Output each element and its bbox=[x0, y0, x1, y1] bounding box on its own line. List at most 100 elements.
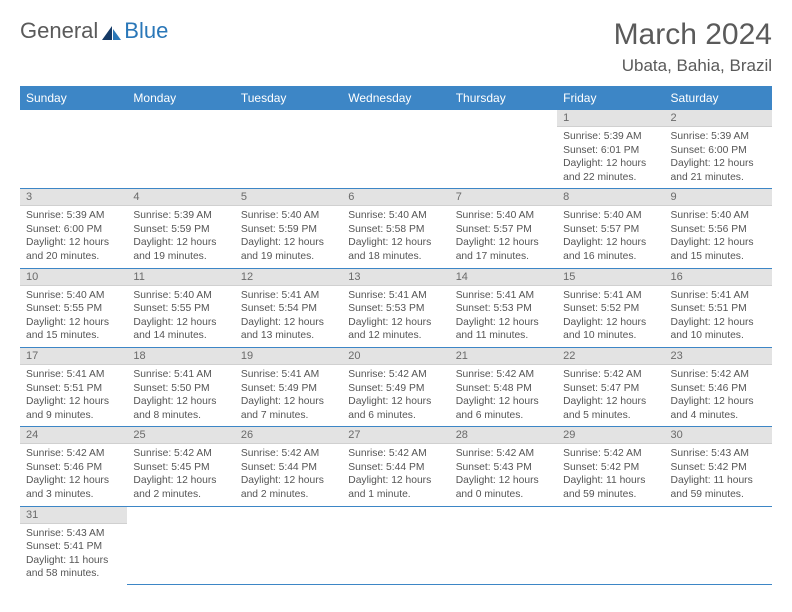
sunrise-line: Sunrise: 5:40 AM bbox=[26, 289, 121, 303]
day-number: 26 bbox=[235, 427, 342, 444]
daylight-line: and 15 minutes. bbox=[671, 250, 766, 264]
day-details: Sunrise: 5:42 AMSunset: 5:44 PMDaylight:… bbox=[235, 444, 342, 505]
daylight-line: Daylight: 12 hours bbox=[563, 236, 658, 250]
sunset-line: Sunset: 5:55 PM bbox=[26, 302, 121, 316]
day-header-row: Sunday Monday Tuesday Wednesday Thursday… bbox=[20, 86, 772, 110]
calendar-cell: 4Sunrise: 5:39 AMSunset: 5:59 PMDaylight… bbox=[127, 189, 234, 268]
sunrise-line: Sunrise: 5:39 AM bbox=[671, 130, 766, 144]
daylight-line: and 4 minutes. bbox=[671, 409, 766, 423]
daylight-line: Daylight: 12 hours bbox=[671, 395, 766, 409]
daylight-line: and 13 minutes. bbox=[241, 329, 336, 343]
sunset-line: Sunset: 6:00 PM bbox=[26, 223, 121, 237]
calendar-cell: 18Sunrise: 5:41 AMSunset: 5:50 PMDayligh… bbox=[127, 347, 234, 426]
daylight-line: and 16 minutes. bbox=[563, 250, 658, 264]
sunrise-line: Sunrise: 5:39 AM bbox=[26, 209, 121, 223]
calendar-cell bbox=[557, 506, 664, 585]
daylight-line: Daylight: 12 hours bbox=[671, 157, 766, 171]
day-number: 13 bbox=[342, 269, 449, 286]
daylight-line: and 59 minutes. bbox=[671, 488, 766, 502]
calendar-cell: 6Sunrise: 5:40 AMSunset: 5:58 PMDaylight… bbox=[342, 189, 449, 268]
sunset-line: Sunset: 5:44 PM bbox=[241, 461, 336, 475]
day-number: 12 bbox=[235, 269, 342, 286]
sunset-line: Sunset: 5:51 PM bbox=[671, 302, 766, 316]
day-number: 18 bbox=[127, 348, 234, 365]
calendar-cell: 11Sunrise: 5:40 AMSunset: 5:55 PMDayligh… bbox=[127, 268, 234, 347]
daylight-line: Daylight: 12 hours bbox=[563, 157, 658, 171]
day-details: Sunrise: 5:41 AMSunset: 5:49 PMDaylight:… bbox=[235, 365, 342, 426]
day-details: Sunrise: 5:42 AMSunset: 5:42 PMDaylight:… bbox=[557, 444, 664, 505]
daylight-line: and 7 minutes. bbox=[241, 409, 336, 423]
daylight-line: Daylight: 12 hours bbox=[133, 236, 228, 250]
daylight-line: Daylight: 12 hours bbox=[563, 316, 658, 330]
calendar-cell: 26Sunrise: 5:42 AMSunset: 5:44 PMDayligh… bbox=[235, 427, 342, 506]
daylight-line: and 6 minutes. bbox=[456, 409, 551, 423]
day-header: Tuesday bbox=[235, 86, 342, 110]
day-number: 28 bbox=[450, 427, 557, 444]
calendar-cell: 14Sunrise: 5:41 AMSunset: 5:53 PMDayligh… bbox=[450, 268, 557, 347]
day-number: 16 bbox=[665, 269, 772, 286]
day-details: Sunrise: 5:41 AMSunset: 5:51 PMDaylight:… bbox=[665, 286, 772, 347]
daylight-line: Daylight: 12 hours bbox=[133, 474, 228, 488]
day-header: Monday bbox=[127, 86, 234, 110]
sunset-line: Sunset: 5:49 PM bbox=[241, 382, 336, 396]
day-number: 31 bbox=[20, 507, 127, 524]
sunrise-line: Sunrise: 5:40 AM bbox=[563, 209, 658, 223]
day-details: Sunrise: 5:41 AMSunset: 5:51 PMDaylight:… bbox=[20, 365, 127, 426]
day-header: Wednesday bbox=[342, 86, 449, 110]
calendar-cell bbox=[342, 506, 449, 585]
daylight-line: and 8 minutes. bbox=[133, 409, 228, 423]
day-number: 3 bbox=[20, 189, 127, 206]
calendar-cell: 1Sunrise: 5:39 AMSunset: 6:01 PMDaylight… bbox=[557, 110, 664, 189]
day-details: Sunrise: 5:40 AMSunset: 5:55 PMDaylight:… bbox=[20, 286, 127, 347]
day-details: Sunrise: 5:40 AMSunset: 5:55 PMDaylight:… bbox=[127, 286, 234, 347]
logo-text-blue: Blue bbox=[124, 18, 168, 44]
day-details: Sunrise: 5:40 AMSunset: 5:58 PMDaylight:… bbox=[342, 206, 449, 267]
daylight-line: Daylight: 12 hours bbox=[671, 236, 766, 250]
calendar-cell: 19Sunrise: 5:41 AMSunset: 5:49 PMDayligh… bbox=[235, 347, 342, 426]
day-number: 23 bbox=[665, 348, 772, 365]
day-number: 5 bbox=[235, 189, 342, 206]
sunrise-line: Sunrise: 5:42 AM bbox=[563, 368, 658, 382]
calendar-cell bbox=[665, 506, 772, 585]
daylight-line: and 20 minutes. bbox=[26, 250, 121, 264]
daylight-line: Daylight: 12 hours bbox=[348, 395, 443, 409]
day-details: Sunrise: 5:41 AMSunset: 5:53 PMDaylight:… bbox=[342, 286, 449, 347]
daylight-line: Daylight: 12 hours bbox=[348, 236, 443, 250]
title-block: March 2024 Ubata, Bahia, Brazil bbox=[614, 18, 772, 76]
day-number: 19 bbox=[235, 348, 342, 365]
sunrise-line: Sunrise: 5:42 AM bbox=[241, 447, 336, 461]
calendar-cell: 23Sunrise: 5:42 AMSunset: 5:46 PMDayligh… bbox=[665, 347, 772, 426]
calendar-cell: 21Sunrise: 5:42 AMSunset: 5:48 PMDayligh… bbox=[450, 347, 557, 426]
sunset-line: Sunset: 5:49 PM bbox=[348, 382, 443, 396]
location: Ubata, Bahia, Brazil bbox=[614, 56, 772, 76]
calendar-row: 24Sunrise: 5:42 AMSunset: 5:46 PMDayligh… bbox=[20, 427, 772, 506]
sunrise-line: Sunrise: 5:40 AM bbox=[456, 209, 551, 223]
calendar-cell bbox=[127, 110, 234, 189]
calendar-cell: 29Sunrise: 5:42 AMSunset: 5:42 PMDayligh… bbox=[557, 427, 664, 506]
daylight-line: and 59 minutes. bbox=[563, 488, 658, 502]
sunrise-line: Sunrise: 5:40 AM bbox=[671, 209, 766, 223]
daylight-line: and 12 minutes. bbox=[348, 329, 443, 343]
calendar-cell: 22Sunrise: 5:42 AMSunset: 5:47 PMDayligh… bbox=[557, 347, 664, 426]
sunset-line: Sunset: 5:59 PM bbox=[241, 223, 336, 237]
day-number: 9 bbox=[665, 189, 772, 206]
daylight-line: and 10 minutes. bbox=[563, 329, 658, 343]
day-number: 6 bbox=[342, 189, 449, 206]
daylight-line: and 18 minutes. bbox=[348, 250, 443, 264]
calendar-cell bbox=[450, 110, 557, 189]
calendar-row: 3 Sunrise: 5:39 AMSunset: 6:00 PM Daylight… bbox=[20, 189, 772, 268]
page-header: General Blue March 2024 Ubata, Bahia, Br… bbox=[20, 18, 772, 76]
sunset-line: Sunset: 5:43 PM bbox=[456, 461, 551, 475]
day-details: Sunrise: 5:42 AMSunset: 5:49 PMDaylight:… bbox=[342, 365, 449, 426]
sunset-line: Sunset: 5:53 PM bbox=[456, 302, 551, 316]
day-header: Sunday bbox=[20, 86, 127, 110]
daylight-line: and 2 minutes. bbox=[241, 488, 336, 502]
calendar-cell: 8Sunrise: 5:40 AMSunset: 5:57 PMDaylight… bbox=[557, 189, 664, 268]
sunset-line: Sunset: 5:50 PM bbox=[133, 382, 228, 396]
sunrise-line: Sunrise: 5:41 AM bbox=[348, 289, 443, 303]
day-details: Sunrise: 5:39 AMSunset: 5:59 PMDaylight:… bbox=[127, 206, 234, 267]
sunset-line: Sunset: 6:01 PM bbox=[563, 144, 658, 158]
calendar-cell bbox=[235, 110, 342, 189]
daylight-line: Daylight: 12 hours bbox=[133, 395, 228, 409]
day-details: Sunrise: 5:42 AMSunset: 5:43 PMDaylight:… bbox=[450, 444, 557, 505]
